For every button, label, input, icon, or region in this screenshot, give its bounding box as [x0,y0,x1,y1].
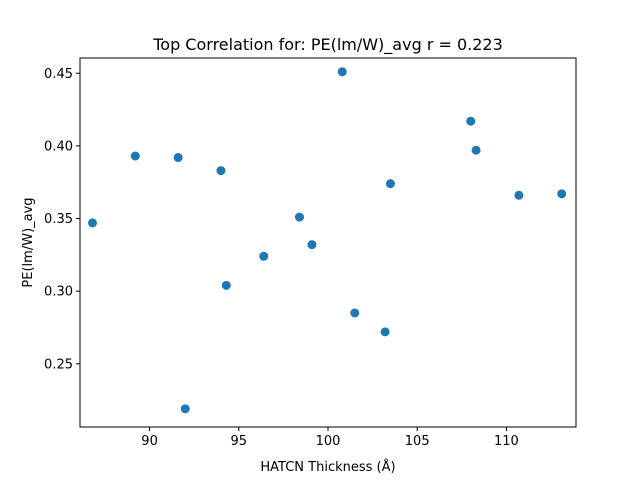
y-axis-label: PE(lm/W)_avg [21,197,36,287]
data-point [294,212,304,222]
data-point [380,327,390,337]
data-point [350,308,360,318]
data-point [514,190,524,200]
x-tick-label: 90 [141,434,158,449]
x-axis-ticks: 90 95 100 105 110 [141,427,519,449]
points-layer [87,67,567,414]
y-tick-label: 0.45 [44,67,73,82]
y-tick-label: 0.25 [44,357,73,372]
plot-frame [79,57,577,428]
data-point [173,153,183,163]
data-point [471,145,481,155]
data-point [259,251,269,261]
x-tick-label: 110 [494,434,519,449]
data-point [130,151,140,161]
data-point [337,67,347,77]
data-point [307,240,317,250]
data-point [466,116,476,126]
data-point [221,280,231,290]
data-point [385,179,395,189]
y-axis-ticks: 0.25 0.30 0.35 0.40 0.45 [44,67,80,372]
data-point [87,218,97,228]
y-tick-label: 0.30 [44,285,73,300]
x-axis-label: HATCN Thickness (Å) [260,459,395,475]
x-tick-label: 105 [405,434,430,449]
data-point [180,404,190,414]
data-point [216,166,226,176]
x-tick-label: 95 [231,434,248,449]
y-tick-label: 0.35 [44,212,73,227]
y-tick-label: 0.40 [44,139,73,154]
chart-title: Top Correlation for: PE(lm/W)_avg r = 0.… [152,35,503,55]
data-point [557,189,567,199]
x-tick-label: 100 [316,434,341,449]
